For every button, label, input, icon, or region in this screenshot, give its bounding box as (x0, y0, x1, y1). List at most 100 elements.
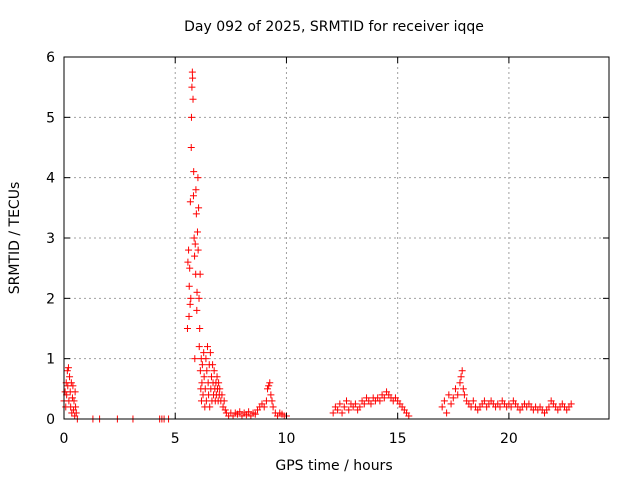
data-point (216, 385, 224, 393)
data-point (191, 252, 199, 260)
data-point (459, 385, 467, 393)
data-point (203, 343, 211, 351)
data-point (190, 168, 198, 176)
y-axis-label: SRMTID / TECUs (7, 182, 23, 295)
data-point (189, 74, 197, 82)
data-point (185, 246, 193, 254)
data-point (264, 385, 272, 393)
data-point (198, 379, 206, 387)
data-point (185, 312, 193, 320)
data-point (189, 95, 197, 103)
data-point (209, 361, 217, 369)
data-point (184, 258, 192, 266)
data-point (63, 367, 71, 375)
data-point (187, 294, 195, 302)
data-point (218, 391, 226, 399)
data-point (196, 367, 204, 375)
y-tick-label: 1 (46, 352, 55, 368)
data-point (195, 343, 203, 351)
data-point (443, 409, 451, 417)
x-tick-label: 20 (500, 431, 518, 447)
data-point (480, 397, 488, 405)
data-point (376, 397, 384, 405)
data-point (449, 394, 457, 402)
data-point (70, 397, 78, 405)
data-point (210, 367, 218, 375)
chart-title: Day 092 of 2025, SRMTID for receiver iqq… (184, 19, 484, 35)
data-point (187, 144, 195, 151)
data-point (67, 379, 75, 387)
data-point (440, 397, 448, 405)
data-point (188, 83, 196, 91)
data-point (191, 355, 199, 363)
data-point (215, 379, 223, 387)
data-point (334, 406, 342, 414)
data-point (268, 397, 276, 405)
data-point (454, 391, 462, 399)
y-tick-label: 4 (46, 171, 55, 187)
y-tick-label: 5 (46, 110, 55, 126)
data-point (457, 373, 465, 381)
data-point (194, 246, 202, 254)
data-point (191, 240, 199, 248)
data-point (202, 355, 210, 363)
data-point (195, 294, 203, 302)
data-point (220, 397, 228, 405)
data-point (345, 406, 353, 414)
data-point (183, 325, 191, 332)
data-point (458, 367, 466, 375)
data-point (329, 409, 337, 417)
data-point (196, 325, 204, 332)
data-point (380, 394, 388, 402)
data-point (186, 264, 194, 272)
data-point (360, 400, 368, 408)
data-point (200, 349, 208, 357)
data-point (189, 192, 197, 200)
data-point (351, 400, 359, 408)
data-point (72, 409, 80, 417)
data-point (336, 400, 344, 408)
data-point (194, 174, 202, 182)
data-point (193, 306, 201, 314)
data-point (236, 408, 244, 416)
data-point (198, 361, 206, 369)
data-point (405, 412, 413, 420)
data-point (64, 364, 72, 372)
data-point (71, 388, 79, 396)
y-tick-labels: 0 1 2 3 4 5 6 (46, 50, 55, 428)
data-point (192, 210, 200, 218)
data-point (190, 234, 198, 242)
x-axis-label: GPS time / hours (275, 458, 392, 474)
data-point (203, 367, 211, 375)
axis-ticks (63, 56, 609, 420)
chart-grid (64, 57, 609, 419)
data-point (187, 113, 195, 121)
y-tick-label: 0 (46, 412, 55, 428)
data-point (496, 403, 504, 411)
data-point (193, 228, 201, 236)
y-tick-label: 2 (46, 291, 55, 307)
y-tick-label: 3 (46, 231, 55, 247)
x-tick-label: 5 (171, 431, 180, 447)
data-point (338, 409, 346, 417)
data-point (343, 397, 351, 405)
data-point (265, 382, 273, 390)
data-point (452, 385, 460, 393)
data-point (251, 410, 259, 418)
x-tick-label: 0 (60, 431, 69, 447)
data-point (195, 204, 203, 212)
data-point (445, 391, 453, 399)
data-point (185, 282, 193, 290)
data-point (438, 403, 446, 411)
data-point (196, 270, 204, 278)
data-point (206, 349, 214, 357)
data-point (69, 382, 77, 390)
data-point (206, 403, 214, 411)
data-point (469, 397, 477, 405)
data-point (188, 68, 196, 76)
data-point (186, 300, 194, 308)
data-point (260, 403, 268, 411)
data-point (356, 403, 364, 411)
y-tick-label: 6 (46, 50, 55, 66)
